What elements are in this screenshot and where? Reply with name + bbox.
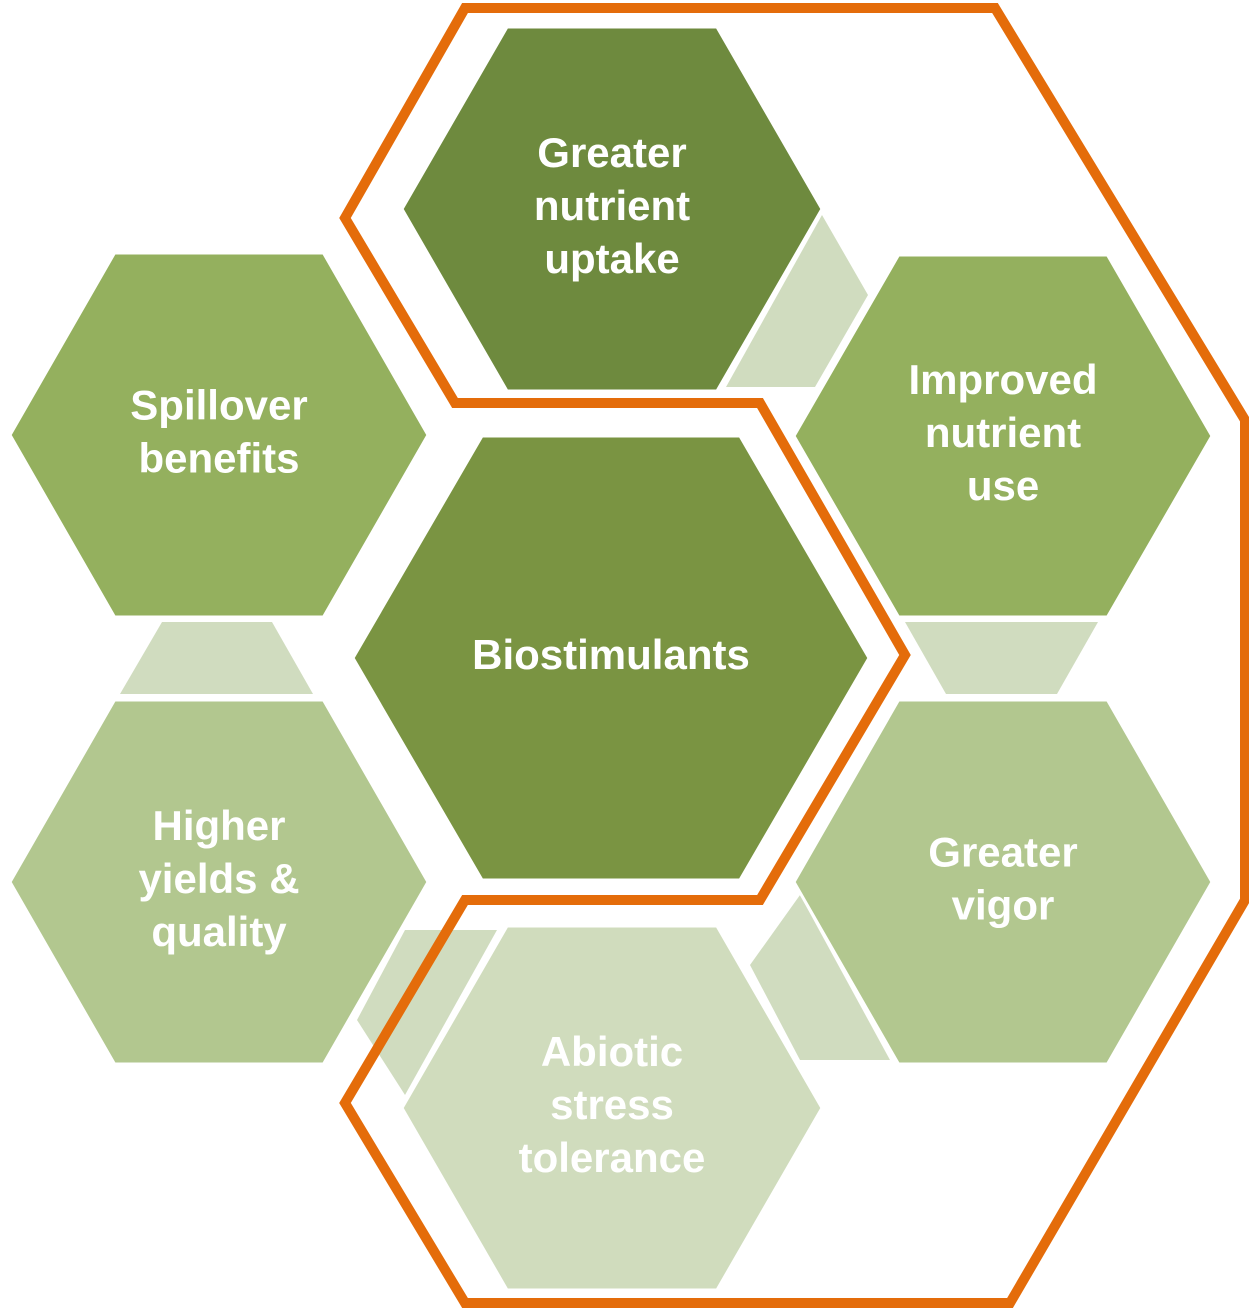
outline	[339, 2, 1249, 1308]
hexagon-label: Greater	[537, 129, 686, 176]
connector	[726, 215, 868, 387]
hexagon	[400, 924, 824, 1292]
hexagon-label: yields &	[138, 855, 299, 902]
connector	[905, 622, 1098, 694]
hexagon-label: stress	[550, 1081, 674, 1128]
hexagon-label: Greater	[928, 829, 1077, 876]
hexagon-label: benefits	[138, 435, 299, 482]
hexagon-label: tolerance	[519, 1134, 706, 1181]
connector	[120, 622, 313, 694]
connector	[750, 895, 890, 1060]
hexagon-label: uptake	[544, 235, 679, 282]
hexagon-label: Spillover	[130, 382, 307, 429]
hexagon-label: Abiotic	[541, 1028, 683, 1075]
hexagon	[792, 253, 1214, 619]
hexagon-label: Improved	[908, 356, 1097, 403]
hexagon	[8, 698, 430, 1066]
hexagon-label: nutrient	[925, 409, 1081, 456]
hexagon	[400, 25, 824, 393]
hexagon-label: use	[967, 462, 1039, 509]
hexagon-label: quality	[151, 908, 287, 955]
hexagon	[351, 434, 871, 882]
hexagon-label: Higher	[152, 802, 285, 849]
hexagon-label: Biostimulants	[472, 631, 750, 678]
connectors	[120, 215, 1098, 1095]
connector	[357, 930, 497, 1095]
hexagon-label: vigor	[952, 882, 1055, 929]
hexagon	[792, 698, 1214, 1066]
hexagon-label: nutrient	[534, 182, 690, 229]
hexagon	[8, 251, 430, 619]
